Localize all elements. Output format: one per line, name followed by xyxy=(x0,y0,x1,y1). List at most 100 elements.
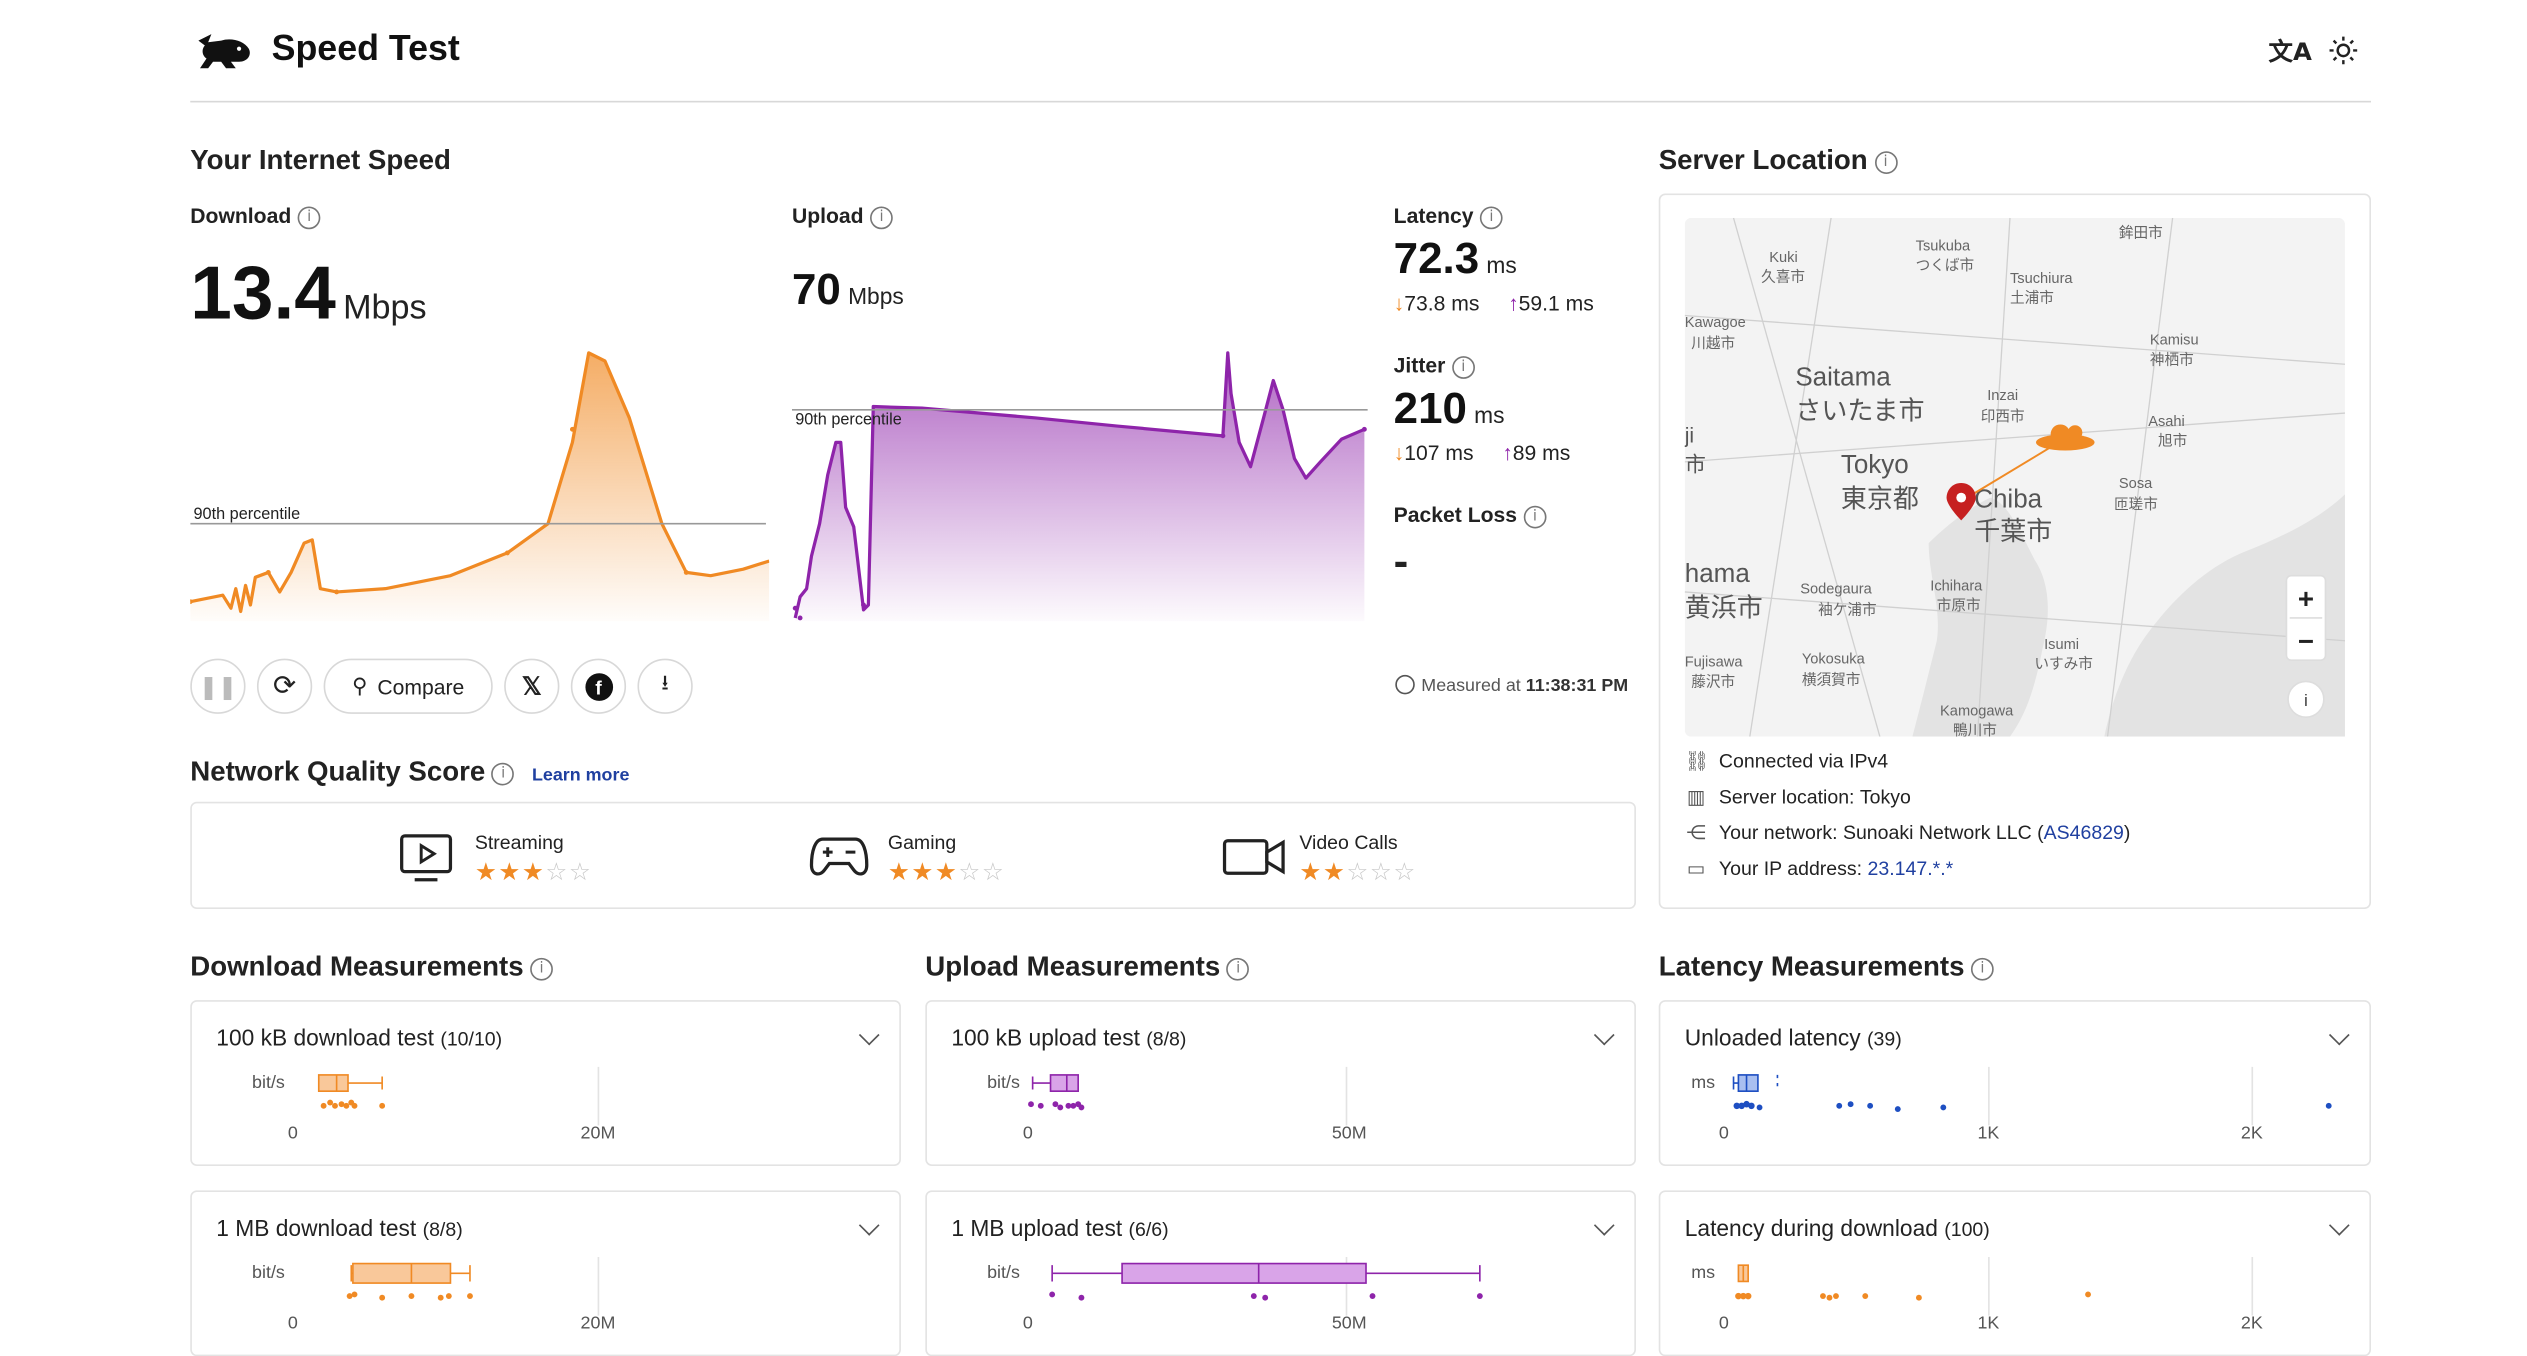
tick-label: 0 xyxy=(287,1123,298,1144)
share-x-button[interactable]: 𝕏 xyxy=(504,658,560,714)
download-icon: ⭳ xyxy=(661,669,669,695)
chevron-down-icon[interactable] xyxy=(2328,1024,2350,1046)
map-attribution-info-icon[interactable]: i xyxy=(2304,692,2308,710)
map-label-tsuchiura-jp: 土浦市 xyxy=(2010,289,2054,306)
sun-icon[interactable] xyxy=(2329,36,2358,73)
arrow-up-icon: ↑ xyxy=(1502,440,1513,466)
server-map[interactable]: Kuki 久喜市 Tsukuba つくば市 Tsuchiura 土浦市 鉾田市 … xyxy=(1684,217,2345,737)
quality-label-gaming: Gaming xyxy=(887,830,957,854)
quality-label-video: Video Calls xyxy=(1299,830,1398,854)
learn-more-link[interactable]: Learn more xyxy=(531,765,630,786)
translate-icon[interactable]: 文A xyxy=(2268,37,2312,67)
jitter-label: Jitter i xyxy=(1394,353,1475,379)
pause-icon: ❚❚ xyxy=(198,672,237,699)
latency-value: 72.3 ms xyxy=(1393,234,1517,283)
download-results-button[interactable]: ⭳ xyxy=(637,658,693,714)
map-label-tokyo: Tokyo xyxy=(1841,449,1909,479)
compare-button[interactable]: ⚲ Compare xyxy=(323,658,493,714)
upload-info-icon[interactable]: i xyxy=(870,205,893,229)
chevron-down-icon[interactable] xyxy=(2328,1214,2350,1236)
facebook-icon: f xyxy=(584,672,613,701)
quality-label-streaming: Streaming xyxy=(474,830,564,854)
download-meas-title: Download Measurements i xyxy=(190,951,553,984)
latency-download-card[interactable]: Latency during download (100) ms 0 1K 2K xyxy=(1658,1190,2371,1356)
latency-info-icon[interactable]: i xyxy=(1480,205,1503,229)
download-value: 13.4 Mbps xyxy=(190,250,427,335)
unloaded-latency-card[interactable]: Unloaded latency (39) ms 0 1K 2K xyxy=(1658,1000,2371,1166)
map-label-sosa: Sosa xyxy=(2119,476,2153,492)
jitter-info-icon[interactable]: i xyxy=(1451,355,1475,379)
map-label-fujisawa-jp: 藤沢市 xyxy=(1691,673,1735,690)
server-location: ▥ Server location: Tokyo xyxy=(1685,785,1911,808)
tick-label: 1K xyxy=(1977,1123,2000,1144)
speed-section-title: Your Internet Speed xyxy=(190,144,451,176)
chevron-down-icon[interactable] xyxy=(1593,1214,1615,1236)
unloaded-latency-title: Unloaded latency (39) xyxy=(1684,1024,1902,1051)
download-info-icon[interactable]: i xyxy=(297,205,321,229)
chevron-down-icon[interactable] xyxy=(858,1024,880,1046)
server-info-icon[interactable]: i xyxy=(1874,150,1897,174)
map-label-chiba-jp: 千葉市 xyxy=(1974,516,2052,546)
map-label-isumi-jp: いすみ市 xyxy=(2034,655,2093,672)
tick-label: 1K xyxy=(1977,1313,2000,1334)
upload-100kb-plot xyxy=(1028,1066,1348,1126)
map-label-kamogawa: Kamogawa xyxy=(1940,704,2014,720)
arrow-up-icon: ↑ xyxy=(1508,291,1519,316)
chevron-down-icon[interactable] xyxy=(1593,1024,1615,1046)
header-divider xyxy=(190,100,2371,103)
location-pin-icon xyxy=(1946,482,1976,521)
download-1mb-card[interactable]: 1 MB download test (8/8) bit/s 0 20M xyxy=(190,1190,901,1356)
chevron-down-icon[interactable] xyxy=(858,1214,880,1236)
upload-1mb-card[interactable]: 1 MB upload test (6/6) bit/s 0 50M xyxy=(925,1190,1636,1356)
map-label-tsuchiura: Tsuchiura xyxy=(2010,271,2073,287)
download-100kb-card[interactable]: 100 kB download test (10/10) bit/s 0 20M xyxy=(190,1000,901,1166)
map-label-inzai: Inzai xyxy=(1987,388,2018,404)
unit-label: bit/s xyxy=(987,1263,1020,1284)
quality-info-icon[interactable]: i xyxy=(491,761,515,785)
packet-loss-info-icon[interactable]: i xyxy=(1523,505,1547,528)
upload-meas-info-icon[interactable]: i xyxy=(1226,957,1250,980)
jitter-down-up: ↓107 ms ↑89 ms xyxy=(1393,440,1571,466)
tick-label: 0 xyxy=(1022,1313,1033,1334)
download-percentile-label: 90th percentile xyxy=(194,505,301,523)
measured-at: Measured at 11:38:31 PM xyxy=(1395,674,1628,696)
compare-icon: ⚲ xyxy=(352,674,368,699)
x-logo-icon: 𝕏 xyxy=(521,673,542,701)
map-label-chiba: Chiba xyxy=(1974,483,2042,513)
latency-meas-info-icon[interactable]: i xyxy=(1971,957,1994,980)
share-facebook-button[interactable]: f xyxy=(570,658,627,714)
map-label-ichihara: Ichihara xyxy=(1930,578,1983,594)
card-icon: ▭ xyxy=(1686,857,1706,880)
map-label-tsukuba: Tsukuba xyxy=(1916,238,1971,254)
zoom-in-button[interactable]: + xyxy=(2298,583,2314,614)
map-label-edge-2: 市 xyxy=(1685,453,1706,477)
tick-label: 50M xyxy=(1331,1313,1367,1334)
server-title: Server Location i xyxy=(1659,145,1897,178)
download-meas-info-icon[interactable]: i xyxy=(530,957,553,980)
video-camera-icon xyxy=(1222,839,1285,875)
map-label-yokosuka-jp: 横須賀市 xyxy=(1802,672,1861,689)
download-100kb-title: 100 kB download test (10/10) xyxy=(216,1024,503,1051)
map-label-yokohama-jp: 黄浜市 xyxy=(1685,592,1763,622)
pause-button[interactable]: ❚❚ xyxy=(190,658,246,714)
map-label-sodegaura: Sodegaura xyxy=(1800,582,1872,598)
map-label-kuki: Kuki xyxy=(1769,250,1797,266)
zoom-out-button[interactable]: − xyxy=(2298,625,2314,656)
quality-card: Streaming ★★★☆☆ Gaming ★★★☆☆ Video Calls… xyxy=(190,801,1636,910)
monitor-play-icon xyxy=(400,834,453,882)
stars-streaming: ★★★☆☆ xyxy=(474,858,593,887)
app-title: Speed Test xyxy=(271,27,460,69)
restart-button[interactable]: ⟳ xyxy=(256,658,313,714)
map-label-asahi: Asahi xyxy=(2148,414,2185,430)
upload-1mb-title: 1 MB upload test (6/6) xyxy=(951,1214,1169,1241)
unit-label: ms xyxy=(1691,1073,1716,1093)
unit-label: bit/s xyxy=(252,1263,285,1284)
app-logo[interactable] xyxy=(195,28,254,70)
upload-1mb-plot xyxy=(1049,1257,1483,1316)
map-label-ichihara-jp: 市原市 xyxy=(1937,597,1981,614)
asn-link[interactable]: AS46829 xyxy=(2043,821,2124,844)
packet-loss-label: Packet Loss i xyxy=(1394,502,1547,528)
upload-100kb-card[interactable]: 100 kB upload test (8/8) bit/s 0 50M xyxy=(925,1000,1636,1166)
map-label-tokyo-jp: 東京都 xyxy=(1841,483,1919,513)
